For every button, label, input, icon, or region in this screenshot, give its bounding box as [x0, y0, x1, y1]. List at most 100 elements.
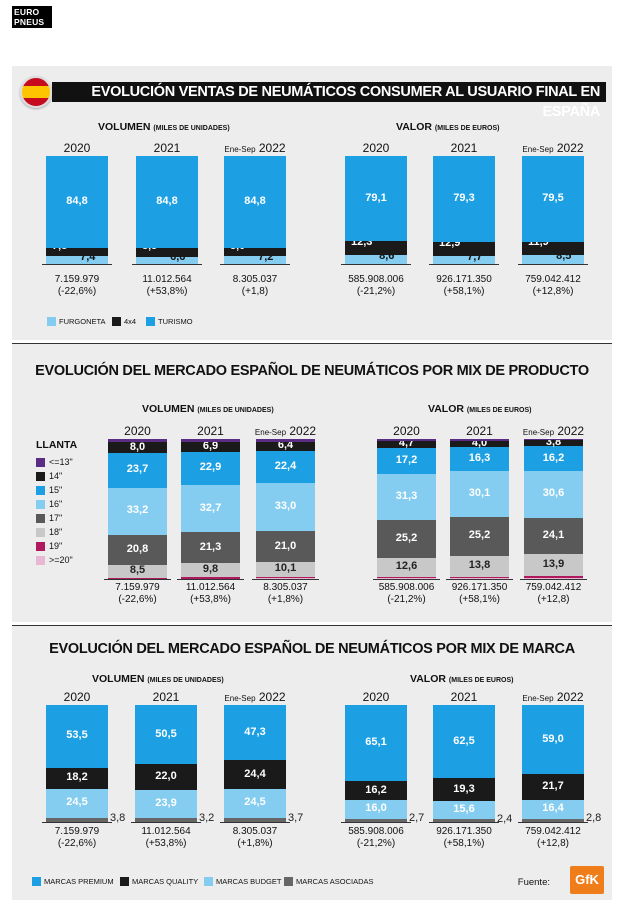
- bar-baseline: [429, 264, 499, 265]
- panel-brand-mix: EVOLUCIÓN DEL MERCADO ESPAÑOL DE NEUMÁTI…: [12, 625, 612, 900]
- bar-segment: [377, 473, 436, 521]
- llanta-legend-item: 19": [36, 541, 62, 551]
- bar-baseline: [341, 822, 411, 823]
- data-label: 17,2: [395, 453, 418, 466]
- data-label: 79,3: [453, 191, 475, 204]
- legend-swatch: [32, 877, 41, 886]
- legend-swatch: [204, 877, 213, 886]
- total-label: 8.305.037 (+1,8%): [232, 826, 278, 849]
- s1-volumen-label: VOLUMEN (MILES DE UNIDADES): [98, 121, 230, 133]
- bar-segment: [181, 484, 240, 533]
- bar-segment: [46, 247, 108, 256]
- data-label: 16,4: [542, 802, 564, 815]
- legend-budget: MARCAS BUDGET: [204, 877, 281, 886]
- bar-segment: [433, 241, 495, 256]
- bar-segment: [135, 818, 197, 822]
- bar-segment: [433, 156, 495, 242]
- bar-segment: [108, 453, 167, 488]
- data-label: 6,4: [277, 439, 294, 452]
- bar-segment: [450, 439, 509, 441]
- legend-swatch: [120, 877, 129, 886]
- bar-segment: [108, 565, 167, 578]
- bar-segment: [181, 532, 240, 564]
- bar-segment: [450, 576, 509, 579]
- bar-segment: [450, 471, 509, 518]
- panel-consumer-sales: EVOLUCIÓN VENTAS DE NEUMÁTICOS CONSUMER …: [12, 66, 612, 340]
- bar-segment: [522, 774, 584, 800]
- data-label: 25,2: [468, 529, 491, 542]
- bar-segment: [224, 705, 286, 761]
- section3-title: EVOLUCIÓN DEL MERCADO ESPAÑOL DE NEUMÁTI…: [49, 641, 575, 657]
- bar-baseline: [220, 264, 290, 265]
- bar-segment: [377, 576, 436, 579]
- bar-segment: [108, 487, 167, 536]
- s2-valor-label: VALOR (MILES DE EUROS): [428, 403, 532, 415]
- bar-baseline: [518, 264, 588, 265]
- bar-segment: [433, 705, 495, 779]
- bar-segment: [224, 256, 286, 264]
- bar-segment: [522, 705, 584, 775]
- llanta-legend-item: 16": [36, 499, 62, 509]
- bar-segment: [522, 156, 584, 242]
- bar-segment: [136, 156, 198, 248]
- bar-segment: [224, 788, 286, 818]
- data-label: 8,5: [129, 564, 146, 577]
- total-label: 926.171.350 (+58,1%): [451, 582, 508, 605]
- bar-segment: [377, 440, 436, 448]
- data-label: 24,5: [244, 796, 266, 809]
- logo-line1: EURO: [14, 7, 40, 17]
- total-label: 7.159.979 (-22,6%): [54, 274, 100, 297]
- data-label: 13,9: [542, 558, 565, 571]
- legend-swatch: [36, 499, 45, 509]
- bar-segment: [256, 450, 315, 484]
- bar-segment: [524, 554, 583, 576]
- bar-segment: [135, 764, 197, 791]
- data-label: 79,1: [365, 191, 387, 204]
- total-label: 585.908.006 (-21,2%): [348, 826, 404, 849]
- bar-segment: [181, 441, 240, 452]
- data-label: 3,8: [110, 811, 126, 824]
- bar-baseline: [373, 579, 440, 580]
- gfk-logo: GfK: [570, 866, 604, 894]
- category-label: Ene-Sep 2022: [224, 690, 286, 704]
- bar-segment: [450, 578, 509, 579]
- bar-baseline: [252, 579, 319, 580]
- bar-baseline: [104, 579, 171, 580]
- total-label: 11.012.564 (+53,8%): [142, 274, 192, 297]
- data-label: 33,0: [274, 500, 297, 513]
- llanta-legend-item: 14": [36, 471, 62, 481]
- bar-segment: [181, 577, 240, 579]
- bar-segment: [135, 705, 197, 765]
- data-label: 3,7: [288, 811, 304, 824]
- total-label: 759.042.412 (+12,8): [525, 826, 581, 849]
- bar-segment: [181, 563, 240, 578]
- europneus-logo: EURO PNEUS: [12, 6, 52, 28]
- bar-segment: [108, 441, 167, 454]
- bar-segment: [450, 517, 509, 556]
- bar-segment: [46, 788, 108, 818]
- bar-segment: [256, 439, 315, 442]
- legend-asociadas: MARCAS ASOCIADAS: [284, 877, 374, 886]
- data-label: 31,3: [395, 489, 418, 502]
- bar-segment: [433, 800, 495, 820]
- bar-segment: [524, 440, 583, 447]
- legend-swatch: [36, 485, 45, 495]
- data-label: 21,7: [542, 779, 564, 792]
- data-label: 84,8: [156, 194, 178, 207]
- bar-baseline: [177, 579, 244, 580]
- data-label: 2,7: [409, 812, 425, 825]
- llanta-legend-item: <=13": [36, 457, 73, 467]
- data-label: 24,4: [244, 767, 266, 780]
- spain-flag-icon: [20, 76, 52, 108]
- category-label: 2021: [197, 424, 224, 438]
- data-label: 59,0: [542, 732, 564, 745]
- bar-segment: [433, 255, 495, 264]
- category-label: 2020: [63, 141, 91, 155]
- bar-segment: [345, 241, 407, 255]
- data-label: 21,0: [274, 539, 297, 552]
- bar-segment: [345, 705, 407, 782]
- total-label: 585.908.006 (-21,2%): [378, 582, 435, 605]
- bar-segment: [433, 778, 495, 801]
- bar-segment: [345, 156, 407, 242]
- bar-segment: [345, 254, 407, 264]
